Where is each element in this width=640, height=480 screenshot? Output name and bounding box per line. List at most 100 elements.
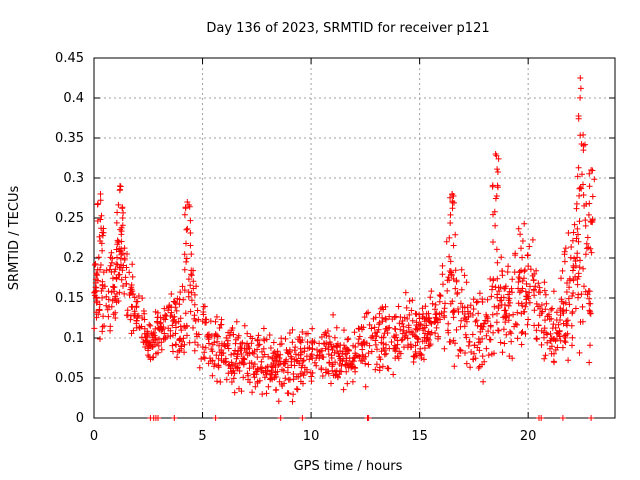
data-point [184,332,190,339]
data-point [194,342,201,348]
data-point [569,293,576,299]
data-point [187,308,194,315]
data-point [558,296,565,303]
data-point [95,311,102,318]
data-point [259,391,266,398]
data-point [450,242,457,249]
data-point [494,327,501,334]
data-point [359,340,366,347]
data-point [212,318,219,325]
data-point [116,271,123,278]
data-point [218,357,225,364]
data-point [251,361,258,368]
data-point [533,335,540,342]
data-point [489,283,496,290]
data-point [473,317,480,324]
data-point [120,283,126,289]
data-point [171,415,178,421]
data-point [255,342,262,349]
data-point [91,262,98,268]
data-point [257,364,264,371]
data-point [452,285,459,292]
data-point [177,315,184,322]
y-axis-label: SRMTID / TECUs [7,186,22,291]
data-point [365,415,372,421]
data-point [231,370,238,377]
data-point [553,317,560,323]
data-point [388,339,395,345]
data-point [289,339,296,346]
data-point [191,291,198,298]
data-point [124,312,131,319]
data-point [522,267,528,273]
data-point [252,368,259,375]
data-point [447,211,454,218]
data-point [183,240,189,247]
data-point [550,358,557,365]
data-point [538,302,545,308]
data-point [565,357,572,364]
data-point [450,308,457,315]
data-point [589,216,596,223]
data-point [112,309,119,316]
data-point [241,345,248,352]
data-point [417,345,424,352]
data-point [355,325,362,332]
data-point [439,271,446,278]
data-point [548,306,554,313]
data-point [382,326,389,332]
data-point [406,298,413,304]
data-point [139,295,146,302]
data-point [289,326,296,333]
data-point [564,317,571,324]
data-point [457,300,464,307]
data-point [488,351,495,358]
data-point [547,330,554,337]
data-point [457,323,464,330]
data-point [222,343,229,350]
data-point [311,359,318,366]
data-point [576,264,583,271]
data-point [297,345,304,352]
data-point [226,361,233,368]
data-point [494,291,501,298]
data-point [347,360,354,367]
data-point [103,267,110,274]
data-point [505,291,512,298]
data-point [91,289,98,296]
data-point [251,374,258,381]
data-point [259,348,265,355]
data-point [141,316,148,323]
data-point [410,359,417,365]
data-point [477,328,484,335]
data-point [325,351,332,358]
plot-frame [93,57,616,419]
data-point [369,333,376,339]
data-point [490,276,497,283]
data-point [116,248,123,255]
x-tick-label: 10 [303,429,320,444]
data-point [394,337,401,344]
data-point [168,291,175,297]
y-tick-label: 0.45 [55,51,84,66]
data-point [91,325,98,332]
data-point [121,255,128,262]
data-point [107,327,114,334]
data-point [93,271,100,278]
data-point [541,355,548,362]
data-point [437,316,444,323]
data-point [118,228,125,235]
data-point [368,348,375,355]
data-point [267,345,274,351]
data-point [154,319,161,326]
data-point [169,322,176,329]
data-point [175,318,182,325]
data-point [503,331,510,338]
data-point [418,351,425,358]
data-point [356,326,363,332]
data-point [493,319,500,326]
data-point [284,349,291,356]
data-point [518,330,525,336]
data-point [586,170,593,177]
data-point [307,353,314,359]
